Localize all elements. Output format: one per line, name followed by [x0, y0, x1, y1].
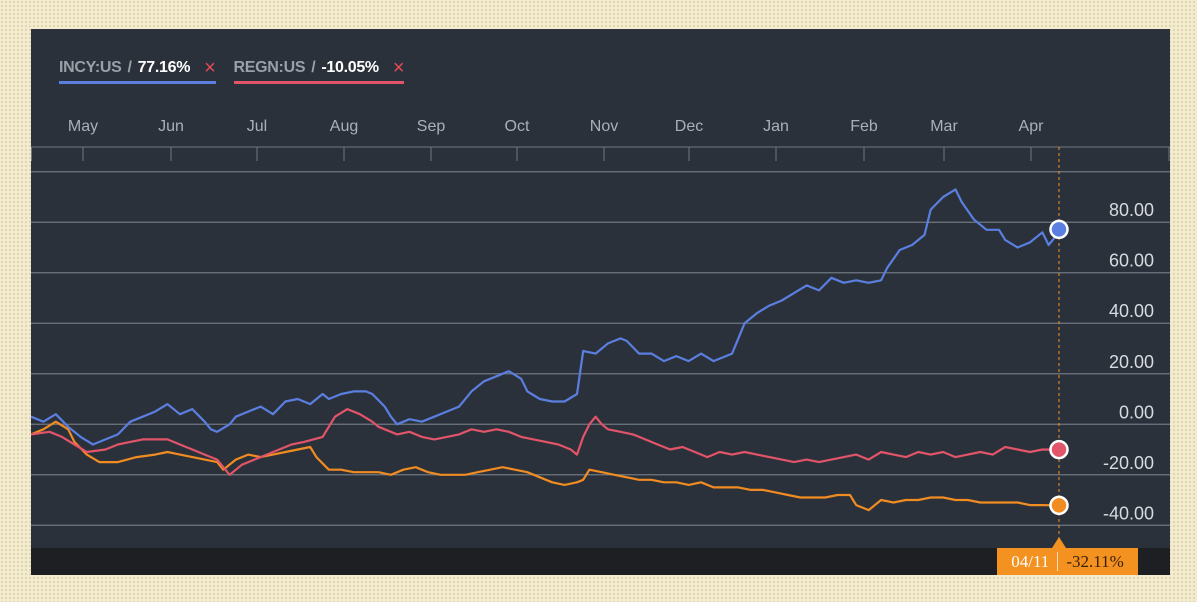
remove-series-icon[interactable]: × — [392, 57, 405, 79]
month-label: Jun — [158, 118, 184, 135]
month-label: Nov — [590, 118, 618, 135]
legend-value: -10.05% — [321, 59, 379, 76]
series-line-1 — [31, 408, 1055, 476]
legend-symbol: REGN:US — [233, 59, 306, 76]
series-end-marker-1 — [1049, 439, 1069, 460]
legend-value: 77.16% — [137, 59, 191, 76]
badge-divider — [1057, 552, 1059, 571]
series-line-2 — [31, 420, 1055, 512]
chart-panel: May Jun Jul Aug Sep Oct Nov Dec Jan Feb Mar Apr 80.0… — [31, 29, 1170, 575]
month-label: Jan — [763, 118, 789, 135]
y-tick-label: -40.00 — [1103, 503, 1154, 523]
y-tick-label: 0.00 — [1119, 402, 1154, 422]
line-chart: May Jun Jul Aug Sep Oct Nov Dec Jan Feb Mar Apr 80.0… — [31, 118, 1170, 541]
month-label: May — [68, 118, 98, 135]
chart-legend: INCY:US / 77.16% × REGN:US / -10.05% × — [59, 57, 405, 84]
remove-series-icon[interactable]: × — [204, 57, 216, 79]
y-tick-label: 40.00 — [1109, 301, 1154, 321]
month-label: Mar — [930, 118, 958, 135]
y-tick-label: 60.00 — [1109, 251, 1154, 271]
month-label: Apr — [1019, 118, 1045, 135]
series-line-0 — [31, 188, 1062, 446]
series-end-marker-0 — [1049, 219, 1069, 240]
month-label: Jul — [247, 118, 267, 135]
month-label: Dec — [675, 118, 703, 135]
legend-item-incy[interactable]: INCY:US / 77.16% × — [59, 57, 216, 84]
crosshair-date: 04/11 — [1011, 551, 1050, 571]
crosshair-value: -32.11% — [1066, 551, 1124, 571]
y-tick-label: -20.00 — [1103, 453, 1154, 473]
legend-symbol: INCY:US — [59, 59, 122, 76]
timeline-footer — [31, 548, 1170, 575]
month-label: Oct — [505, 118, 530, 135]
month-label: Sep — [417, 118, 446, 135]
month-label: Feb — [850, 118, 878, 135]
month-label: Aug — [330, 118, 358, 135]
legend-separator: / — [311, 59, 316, 76]
legend-item-regn[interactable]: REGN:US / -10.05% × — [233, 57, 405, 84]
series-end-marker-2 — [1049, 495, 1069, 516]
y-tick-label: 80.00 — [1109, 200, 1154, 220]
y-tick-label: 20.00 — [1109, 352, 1154, 372]
crosshair-marker-arrow — [1052, 537, 1066, 548]
legend-separator: / — [127, 59, 132, 76]
crosshair-badge: 04/11 -32.11% — [997, 548, 1138, 575]
